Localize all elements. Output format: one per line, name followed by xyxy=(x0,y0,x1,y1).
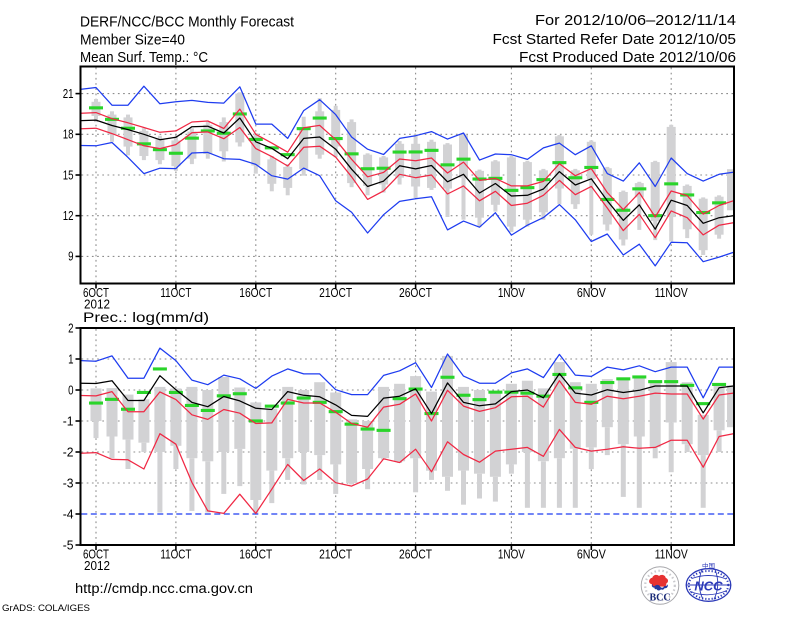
svg-text:21: 21 xyxy=(63,86,74,101)
svg-text:-5: -5 xyxy=(63,537,74,552)
svg-text:11NOV: 11NOV xyxy=(655,285,688,300)
svg-text:-1: -1 xyxy=(63,413,74,428)
svg-text:18: 18 xyxy=(63,127,74,142)
svg-text:6NOV: 6NOV xyxy=(577,547,606,562)
svg-text:Fcst Started Refer Date 2012/1: Fcst Started Refer Date 2012/10/05 xyxy=(493,31,737,48)
svg-text:9: 9 xyxy=(68,249,73,264)
svg-text:16OCT: 16OCT xyxy=(239,285,272,300)
svg-text:15: 15 xyxy=(63,167,74,182)
svg-text:6OCT: 6OCT xyxy=(83,285,109,300)
svg-text:6NOV: 6NOV xyxy=(577,285,606,300)
svg-text:NCC: NCC xyxy=(694,579,723,594)
svg-text:For 2012/10/06–2012/11/14: For 2012/10/06–2012/11/14 xyxy=(535,12,736,29)
svg-text:BCC: BCC xyxy=(649,593,670,604)
svg-text:1NOV: 1NOV xyxy=(498,285,525,300)
svg-text:GrADS: COLA/IGES: GrADS: COLA/IGES xyxy=(2,603,90,614)
svg-text:6OCT: 6OCT xyxy=(83,547,109,562)
svg-text:16OCT: 16OCT xyxy=(239,547,272,562)
svg-text:12: 12 xyxy=(63,208,74,223)
svg-text:1NOV: 1NOV xyxy=(498,547,525,562)
svg-text:http://cmdp.ncc.cma.gov.cn: http://cmdp.ncc.cma.gov.cn xyxy=(75,581,253,596)
svg-text:11OCT: 11OCT xyxy=(160,285,191,300)
svg-text:2012: 2012 xyxy=(84,297,110,312)
svg-text:2: 2 xyxy=(68,320,73,335)
svg-text:26OCT: 26OCT xyxy=(399,285,432,300)
svg-text:0: 0 xyxy=(68,382,73,397)
svg-text:Prec.: log(mm/d): Prec.: log(mm/d) xyxy=(83,309,209,325)
svg-text:21OCT: 21OCT xyxy=(319,285,352,300)
svg-text:-4: -4 xyxy=(63,506,74,521)
svg-text:中国: 中国 xyxy=(702,561,715,570)
svg-text:-3: -3 xyxy=(63,475,74,490)
svg-text:-2: -2 xyxy=(63,444,74,459)
svg-text:26OCT: 26OCT xyxy=(399,547,432,562)
svg-text:11OCT: 11OCT xyxy=(160,547,191,562)
svg-text:Mean Surf. Temp.: °C: Mean Surf. Temp.: °C xyxy=(80,49,208,66)
svg-text:1: 1 xyxy=(68,351,73,366)
svg-text:2012: 2012 xyxy=(84,558,110,573)
svg-text:21OCT: 21OCT xyxy=(319,547,352,562)
svg-text:DERF/NCC/BCC Monthly Forecast: DERF/NCC/BCC Monthly Forecast xyxy=(80,14,295,31)
svg-text:Fcst Produced Date 2012/10/06: Fcst Produced Date 2012/10/06 xyxy=(519,49,736,66)
svg-text:11NOV: 11NOV xyxy=(655,547,688,562)
svg-text:Member Size=40: Member Size=40 xyxy=(80,32,185,49)
